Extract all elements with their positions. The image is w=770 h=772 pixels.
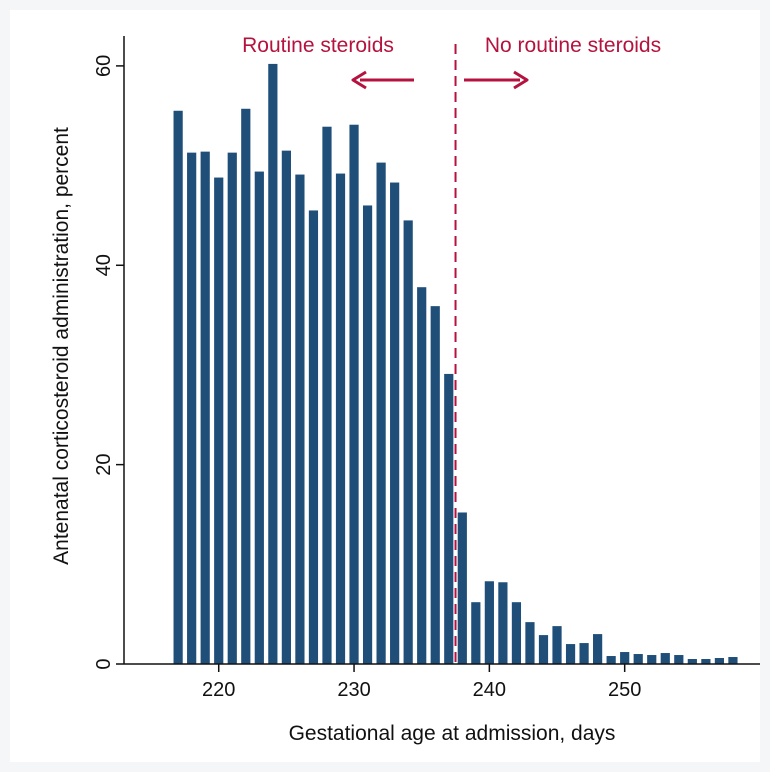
bar-257 xyxy=(714,658,725,664)
bar-256 xyxy=(701,659,711,664)
y-tick-label-0: 0 xyxy=(93,658,115,669)
x-tick-label-240: 240 xyxy=(473,679,506,701)
bar-247 xyxy=(579,643,589,664)
y-tick-label-60: 60 xyxy=(93,55,115,77)
bar-249 xyxy=(606,656,616,664)
right-arrow-head xyxy=(513,70,529,90)
bar-233 xyxy=(390,182,400,665)
bar-236 xyxy=(430,306,440,664)
bar-244 xyxy=(538,635,549,664)
bar-238 xyxy=(457,512,467,664)
bar-241 xyxy=(498,582,508,664)
left-arrow-icon xyxy=(351,70,414,90)
y-tick-label-40: 40 xyxy=(93,254,115,276)
annotation-routine-steroids: Routine steroids xyxy=(242,34,394,57)
bar-217 xyxy=(173,110,183,664)
x-tick-label-220: 220 xyxy=(202,679,235,701)
bar-218 xyxy=(187,152,197,664)
bar-254 xyxy=(674,655,684,664)
bar-223 xyxy=(254,171,264,665)
bar-227 xyxy=(308,210,319,664)
bar-235 xyxy=(417,287,427,664)
bar-234 xyxy=(403,220,413,664)
bar-229 xyxy=(335,173,346,665)
bar-245 xyxy=(552,626,562,664)
x-axis-title: Gestational age at admission, days xyxy=(289,722,616,745)
bar-231 xyxy=(362,205,373,664)
bars-group xyxy=(173,63,738,665)
bar-219 xyxy=(200,151,210,665)
bar-221 xyxy=(227,152,237,664)
bar-252 xyxy=(647,655,657,664)
bar-225 xyxy=(281,150,291,665)
bar-224 xyxy=(268,63,278,664)
bar-239 xyxy=(471,602,481,664)
bar-253 xyxy=(660,653,670,664)
bar-248 xyxy=(593,634,603,664)
y-tick-label-20: 20 xyxy=(93,454,115,476)
y-axis-title: Antenatal corticosteroid administration,… xyxy=(50,127,73,565)
bar-226 xyxy=(295,174,305,665)
axes-group xyxy=(123,36,760,665)
bar-228 xyxy=(322,126,332,664)
bar-243 xyxy=(525,622,535,664)
bar-250 xyxy=(620,652,630,664)
bar-230 xyxy=(349,124,359,664)
bar-258 xyxy=(728,657,738,664)
x-tick-label-250: 250 xyxy=(608,679,641,701)
bar-251 xyxy=(633,654,643,664)
bar-220 xyxy=(214,177,224,665)
bar-255 xyxy=(687,659,697,664)
bar-246 xyxy=(565,644,576,664)
bar-240 xyxy=(484,581,494,664)
bar-232 xyxy=(376,162,386,664)
y-ticks-group: 0 20 40 60 xyxy=(93,55,124,670)
annotation-no-routine-steroids: No routine steroids xyxy=(485,34,661,57)
right-arrow-icon xyxy=(464,70,529,90)
bar-242 xyxy=(511,602,522,664)
left-arrow-head xyxy=(351,70,367,90)
bar-222 xyxy=(241,108,251,665)
bar-237 xyxy=(444,373,454,664)
x-ticks-group: 220 230 240 250 xyxy=(202,664,641,701)
x-tick-label-230: 230 xyxy=(337,679,370,701)
